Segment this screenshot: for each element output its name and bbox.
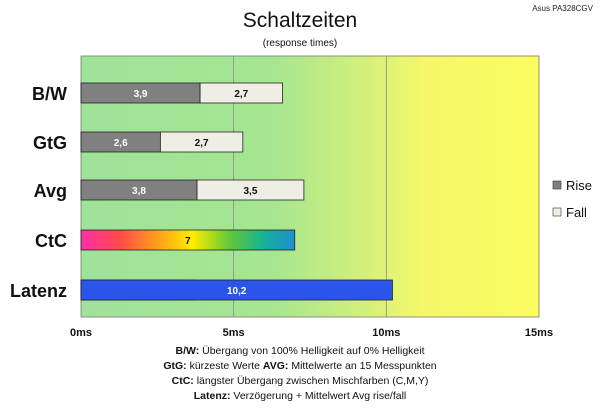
legend: Rise Fall [552, 178, 592, 220]
chart-notes: B/W: Übergang von 100% Helligkeit auf 0%… [163, 345, 436, 402]
note-text: Verzögerung + Mittelwert Avg rise/fall [230, 390, 406, 402]
note-text: längster Übergang zwischen Mischfarben (… [194, 375, 429, 387]
legend-swatch-fall [552, 207, 562, 217]
note-text: Mittelwerte an 15 Messpunkten [288, 360, 436, 372]
data-label-latenz: 10,2 [227, 286, 247, 297]
bar-ctc [80, 229, 296, 251]
category-label-1: GtG [33, 133, 67, 153]
data-label-fall-2: 3,5 [244, 186, 258, 197]
note-key: CtC: [172, 375, 194, 387]
bar-fall-1 [159, 131, 244, 153]
note-line-0: B/W: Übergang von 100% Helligkeit auf 0%… [175, 345, 424, 357]
note-text: kürzeste Werte [187, 360, 263, 372]
note-key: GtG: [163, 360, 186, 372]
x-tick-label-0: 0ms [70, 327, 92, 339]
category-label-4: Latenz [10, 281, 67, 301]
note-key: AVG: [263, 360, 288, 372]
bar-latenz [80, 279, 393, 301]
legend-label-fall: Fall [566, 205, 587, 220]
note-line-2: CtC: längster Übergang zwischen Mischfar… [172, 375, 429, 387]
note-key: B/W: [175, 345, 199, 357]
category-label-3: CtC [35, 231, 67, 251]
category-label-0: B/W [32, 84, 67, 104]
data-label-ctc: 7 [185, 236, 191, 247]
data-label-fall-0: 2,7 [234, 89, 248, 100]
data-label-rise-2: 3,8 [132, 186, 146, 197]
chart-subtitle: (response times) [263, 38, 337, 49]
chart-title: Schaltzeiten [243, 9, 357, 32]
note-line-1: GtG: kürzeste Werte AVG: Mittelwerte an … [163, 360, 436, 372]
x-tick-label-3: 15ms [525, 327, 553, 339]
data-label-rise-0: 3,9 [134, 89, 148, 100]
legend-label-rise: Rise [566, 178, 592, 193]
model-label: Asus PA328CGV [532, 4, 593, 13]
note-key: Latenz: [194, 390, 231, 402]
data-label-rise-1: 2,6 [114, 138, 128, 149]
bar-fall-2 [196, 179, 305, 201]
note-line-3: Latenz: Verzögerung + Mittelwert Avg ris… [194, 390, 407, 402]
note-text: Übergang von 100% Helligkeit auf 0% Hell… [199, 345, 424, 357]
bar-fall-0 [199, 82, 283, 104]
category-label-2: Avg [34, 181, 67, 201]
x-tick-label-2: 10ms [372, 327, 400, 339]
data-label-fall-1: 2,7 [195, 138, 209, 149]
legend-swatch-rise [552, 180, 562, 190]
x-tick-label-1: 5ms [223, 327, 245, 339]
